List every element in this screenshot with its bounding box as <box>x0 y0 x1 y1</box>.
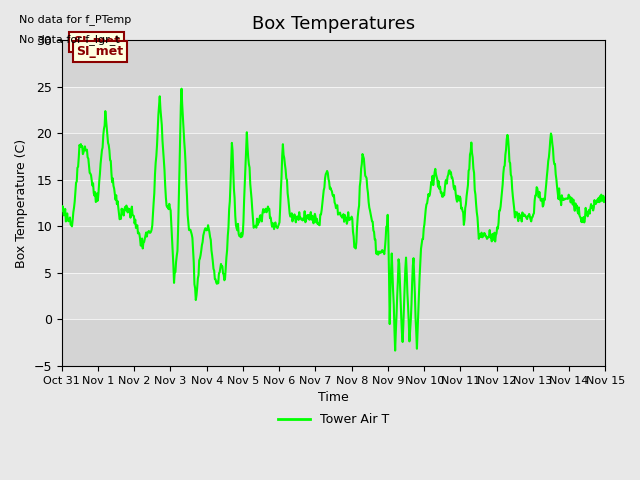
Bar <box>62 40 605 87</box>
Bar <box>62 226 605 273</box>
Bar <box>62 273 605 319</box>
Bar <box>62 87 605 133</box>
Y-axis label: Box Temperature (C): Box Temperature (C) <box>15 138 28 267</box>
Bar <box>62 319 605 366</box>
Title: Box Temperatures: Box Temperatures <box>252 15 415 33</box>
Bar <box>62 133 605 180</box>
Text: No data for f_lgr_t: No data for f_lgr_t <box>19 34 120 45</box>
Text: SI_met: SI_met <box>73 36 120 48</box>
Legend: Tower Air T: Tower Air T <box>273 408 394 432</box>
X-axis label: Time: Time <box>318 391 349 404</box>
Bar <box>62 180 605 226</box>
Text: No data for f_PTemp: No data for f_PTemp <box>19 14 131 25</box>
Text: SI_met: SI_met <box>76 45 124 58</box>
